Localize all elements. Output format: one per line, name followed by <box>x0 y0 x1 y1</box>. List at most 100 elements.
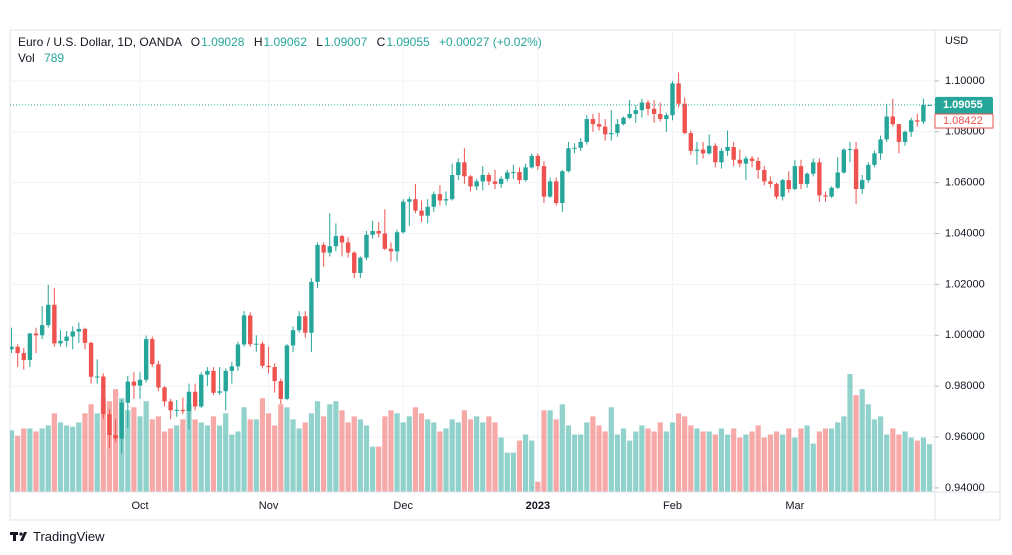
candle-body <box>284 345 290 399</box>
candle-body <box>768 181 773 184</box>
candle-body <box>272 367 277 382</box>
volume-bar <box>761 437 767 492</box>
candle-body <box>39 325 45 336</box>
candle-body <box>682 103 687 134</box>
candle-body <box>566 148 571 172</box>
candle-body <box>498 178 504 184</box>
volume-bar <box>780 434 786 492</box>
candle-body <box>70 331 75 337</box>
candle-body <box>872 153 877 165</box>
volume-bar <box>461 410 467 492</box>
candle-body <box>627 113 632 118</box>
volume-bar <box>682 416 688 492</box>
volume-bar <box>290 419 296 492</box>
volume-bar <box>308 413 314 492</box>
candle-body <box>407 199 412 202</box>
price-pane <box>3 72 935 454</box>
candle-body <box>321 244 326 253</box>
y-tick-label: 1.02000 <box>945 278 985 290</box>
volume-bar <box>700 431 706 492</box>
candle-body <box>95 376 100 378</box>
volume-bar <box>584 422 590 492</box>
volume-bar <box>437 431 443 492</box>
candle-body <box>199 374 204 407</box>
volume-bar <box>877 416 884 492</box>
volume-bar <box>400 422 406 492</box>
candle-body <box>156 364 161 388</box>
candle-body <box>762 169 767 182</box>
ohlc-key: L <box>316 35 323 49</box>
volume-bar <box>259 398 266 492</box>
volume-bar <box>370 446 376 492</box>
candle-body <box>309 281 314 333</box>
candle-body <box>443 199 449 201</box>
volume-bar <box>792 437 798 492</box>
candle-body <box>296 316 302 331</box>
candle-body <box>743 158 749 164</box>
candle-body <box>860 180 865 190</box>
candle-body <box>694 149 700 151</box>
volume-bar <box>676 413 682 492</box>
x-tick-label: Mar <box>785 500 804 512</box>
volume-bar <box>174 425 180 492</box>
candle-body <box>713 145 718 163</box>
candle-body <box>370 230 375 235</box>
candle-body <box>64 336 69 341</box>
candle-body <box>327 246 332 253</box>
volume-bar <box>529 440 535 492</box>
candle-body <box>431 194 436 207</box>
volume-bar <box>296 428 302 492</box>
volume-bar <box>498 437 504 492</box>
candle-body <box>401 201 406 233</box>
candle-body <box>3 338 7 349</box>
volume-bar <box>480 422 486 492</box>
volume-bar <box>847 374 853 492</box>
branding: TradingView <box>33 529 105 544</box>
candle-body <box>725 147 730 151</box>
candle-body <box>137 379 143 386</box>
volume-bar <box>523 434 529 492</box>
candle-body <box>529 155 534 168</box>
volume-bar <box>10 430 15 492</box>
candle-body <box>884 116 889 140</box>
candle-body <box>921 105 926 122</box>
candle-body <box>119 402 124 439</box>
chart-frame <box>9 29 1001 521</box>
candle-body <box>658 113 663 120</box>
candle-body <box>364 234 369 258</box>
candle-body <box>835 172 840 188</box>
y-tick-label: 1.04000 <box>945 227 985 239</box>
volume-bar <box>284 407 290 492</box>
y-tick-label: 1.08000 <box>945 126 985 138</box>
volume-bar <box>467 419 474 492</box>
volume-bar <box>694 428 700 492</box>
volume-bar <box>137 416 143 492</box>
volume-bar <box>39 428 45 492</box>
candle-body <box>547 181 553 197</box>
ohlc-value: 1.09028 <box>201 35 245 49</box>
candle-body <box>804 173 810 184</box>
candle-body <box>719 150 724 163</box>
candle-body <box>578 141 583 148</box>
volume-bar <box>33 431 39 492</box>
candle-body <box>700 149 706 154</box>
candle-body <box>505 172 510 179</box>
last-price-label: 1.09055 <box>943 99 983 111</box>
change-value: +0.00027 <box>439 35 490 49</box>
volume-key: Vol <box>18 51 35 65</box>
volume-bar <box>688 425 694 492</box>
volume-bar <box>406 416 412 492</box>
candle-body <box>266 365 271 368</box>
volume-bar <box>474 416 480 492</box>
candle-body <box>670 83 675 116</box>
volume-bar <box>773 431 780 492</box>
volume-bar <box>829 428 835 492</box>
candle-body <box>358 257 363 273</box>
candle-body <box>774 183 779 197</box>
change-percent: (+0.02%) <box>492 35 542 49</box>
volume-bar <box>180 419 186 492</box>
candle-body <box>572 147 577 149</box>
volume-bar <box>712 434 718 492</box>
x-tick-label: Feb <box>663 500 682 512</box>
